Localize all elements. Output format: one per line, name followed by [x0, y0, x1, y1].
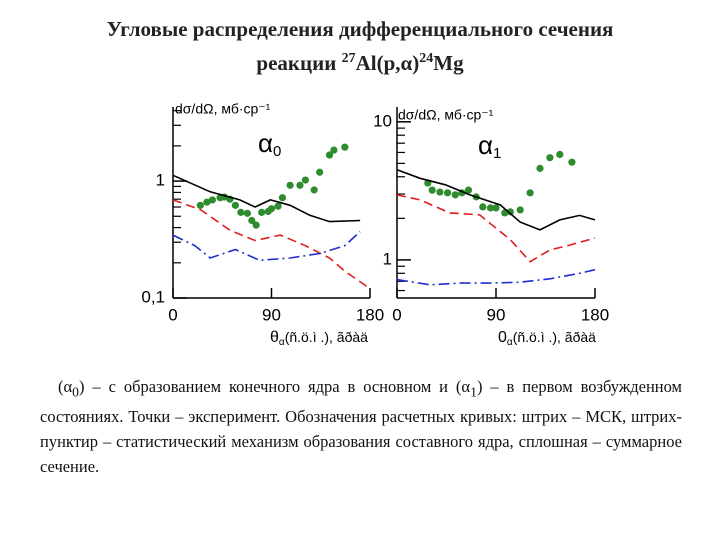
- caption-text: ) – с образованием конечного ядра в осно…: [79, 377, 471, 396]
- data-point: [556, 150, 564, 159]
- data-point: [208, 196, 216, 204]
- title-text: Mg: [433, 51, 464, 75]
- data-point: [296, 181, 304, 189]
- data-point: [436, 188, 444, 196]
- curve-annotation: α1: [478, 130, 501, 162]
- data-point: [258, 208, 266, 216]
- x-tick-label: 90: [262, 305, 281, 324]
- x-tick-label: 0: [168, 305, 177, 324]
- x-label-text: (ñ.ö.ì .), ãðàä: [285, 329, 368, 345]
- data-point: [444, 189, 452, 197]
- data-point: [196, 201, 204, 209]
- data-point: [231, 201, 239, 209]
- y-tick-label: 10: [373, 111, 392, 130]
- caption-sub: 0: [72, 384, 80, 400]
- x-label-text: (ñ.ö.ì .), ãðàä: [513, 329, 596, 345]
- data-point: [274, 202, 282, 210]
- data-point: [536, 164, 544, 172]
- x-label-sub: α: [507, 337, 513, 348]
- y-tick-label: 1: [156, 171, 165, 190]
- data-point: [243, 209, 252, 217]
- curve: [172, 231, 361, 262]
- y-axis-label: dσ/dΩ, мб·ср⁻¹: [398, 107, 494, 123]
- caption-text: (α: [58, 377, 73, 396]
- title-line: реакции 27Al(p,α)24Mg: [0, 44, 720, 78]
- curve: [396, 194, 596, 263]
- data-point: [492, 204, 500, 212]
- caption-sub: 1: [470, 384, 477, 400]
- data-point: [267, 205, 276, 213]
- data-point: [330, 146, 338, 154]
- curve: [396, 268, 596, 286]
- title-text: ): [412, 51, 420, 75]
- data-point: [428, 186, 436, 194]
- curve: [172, 174, 361, 223]
- curve: [172, 199, 371, 290]
- title-text: Al(p,: [355, 51, 401, 75]
- data-point: [516, 206, 524, 214]
- y-tick-label: 1: [383, 249, 392, 268]
- caption: (α0) – с образованием конечного ядра в о…: [40, 374, 682, 479]
- data-point: [203, 198, 211, 206]
- title-text: α: [400, 51, 413, 75]
- annotation-sub: 1: [493, 145, 501, 162]
- data-point: [237, 208, 245, 216]
- annotation-symbol: α: [258, 128, 273, 158]
- title-text: реакции: [256, 51, 342, 75]
- title: Угловые распределения дифференциального …: [0, 14, 720, 78]
- data-point: [252, 221, 260, 229]
- data-point: [310, 186, 318, 194]
- x-tick-label: 180: [581, 305, 609, 324]
- x-tick-label: 180: [356, 305, 384, 324]
- x-axis-label: 0α(ñ.ö.ì .), ãðàä: [498, 329, 596, 348]
- data-point: [464, 186, 473, 194]
- data-point: [341, 143, 349, 151]
- data-point: [325, 151, 334, 159]
- annotation-sub: 0: [273, 143, 281, 160]
- x-axis-label: θα(ñ.ö.ì .), ãðàä: [270, 329, 368, 348]
- data-point: [451, 191, 459, 199]
- mass-number: 24: [419, 51, 434, 66]
- curve: [396, 168, 596, 231]
- data-point: [316, 168, 324, 176]
- data-point: [286, 181, 294, 189]
- caption-text: ) – в первом возбужденном состояниях. То…: [40, 377, 682, 477]
- data-point: [486, 204, 495, 212]
- x-label-symbol: 0: [498, 329, 507, 346]
- mass-number: 27: [341, 51, 356, 66]
- x-label-sub: α: [279, 337, 285, 348]
- data-point: [248, 216, 256, 225]
- title-line: Угловые распределения дифференциального …: [106, 17, 614, 41]
- x-tick-label: 0: [392, 305, 401, 324]
- data-point: [568, 158, 576, 166]
- data-point: [278, 194, 287, 202]
- annotation-symbol: α: [478, 130, 493, 160]
- curve-annotation: α0: [258, 128, 281, 160]
- x-label-symbol: θ: [270, 329, 279, 346]
- data-point: [479, 203, 487, 211]
- y-tick-label: 0,1: [141, 287, 165, 306]
- y-axis-label: dσ/dΩ, мб·ср⁻¹: [175, 101, 271, 117]
- data-point: [301, 176, 310, 184]
- x-tick-label: 90: [487, 305, 506, 324]
- data-point: [526, 189, 534, 197]
- data-point: [546, 154, 554, 162]
- data-point: [506, 208, 514, 216]
